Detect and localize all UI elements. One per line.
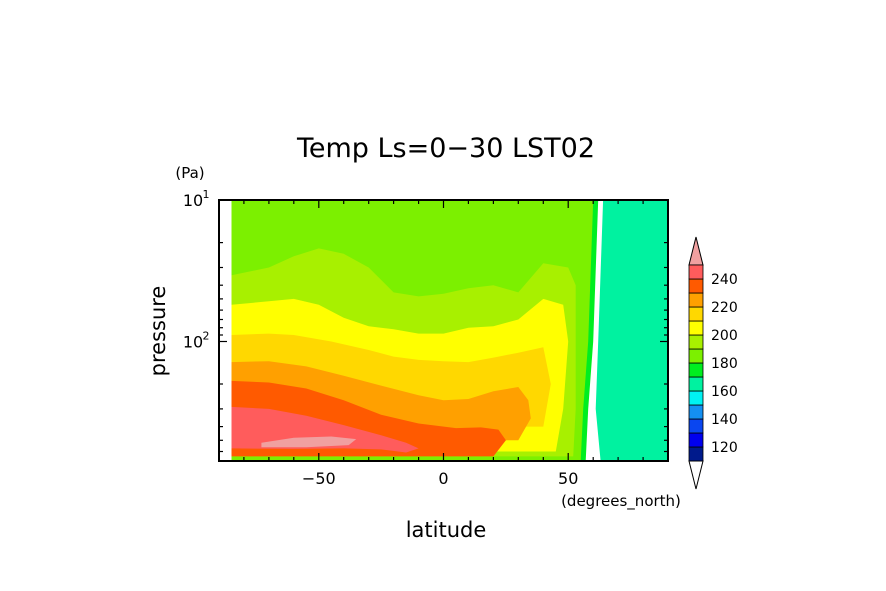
colorbar-label: 180: [711, 356, 738, 372]
colorbar-label: 120: [711, 440, 738, 456]
x-axis-units: (degrees_north): [561, 492, 681, 511]
x-axis: −50 0 50: [218, 200, 669, 488]
y-axis-label: pressure: [146, 286, 170, 377]
colorbar-swatch: [688, 264, 704, 280]
colorbar-swatch: [688, 306, 704, 322]
colorbar-swatch: [688, 390, 704, 406]
y-axis-units: (Pa): [175, 164, 204, 182]
colorbar-label: 140: [711, 412, 738, 428]
y-tick-label: 10: [183, 191, 203, 210]
colorbar-swatch: [688, 278, 704, 294]
colorbar-swatch: [688, 404, 704, 420]
x-tick-label: 50: [558, 469, 578, 488]
x-tick-label: 0: [438, 469, 448, 488]
colorbar-swatch: [688, 432, 704, 448]
y-tick-exponent: 2: [203, 330, 210, 343]
colorbar-swatch: [688, 376, 704, 392]
x-tick-label: −50: [302, 469, 336, 488]
colorbar-label: 240: [711, 272, 738, 288]
colorbar-swatch: [688, 362, 704, 378]
plot-area: [219, 200, 668, 461]
colorbar-swatch: [688, 320, 704, 336]
chart-title: Temp Ls=0−30 LST02: [296, 133, 595, 164]
colorbar-swatch: [688, 292, 704, 308]
x-axis-label: latitude: [406, 518, 487, 542]
colorbar-label: 160: [711, 384, 738, 400]
colorbar-upper-extend: [688, 236, 704, 266]
colorbar-swatch: [688, 418, 704, 434]
colorbar-swatch: [688, 334, 704, 350]
y-tick-label: 10: [183, 333, 203, 352]
contour-band-160: [595, 200, 668, 461]
y-tick-exponent: 1: [203, 188, 210, 201]
colorbar-label: 220: [711, 300, 738, 316]
colorbar-lower-extend: [688, 460, 704, 490]
colorbar-label: 200: [711, 328, 738, 344]
colorbar: 120 140 160 180 200 220 240: [688, 236, 738, 490]
colorbar-swatch: [688, 348, 704, 364]
contour-band-250: [261, 436, 357, 448]
colorbar-swatch: [688, 446, 704, 462]
